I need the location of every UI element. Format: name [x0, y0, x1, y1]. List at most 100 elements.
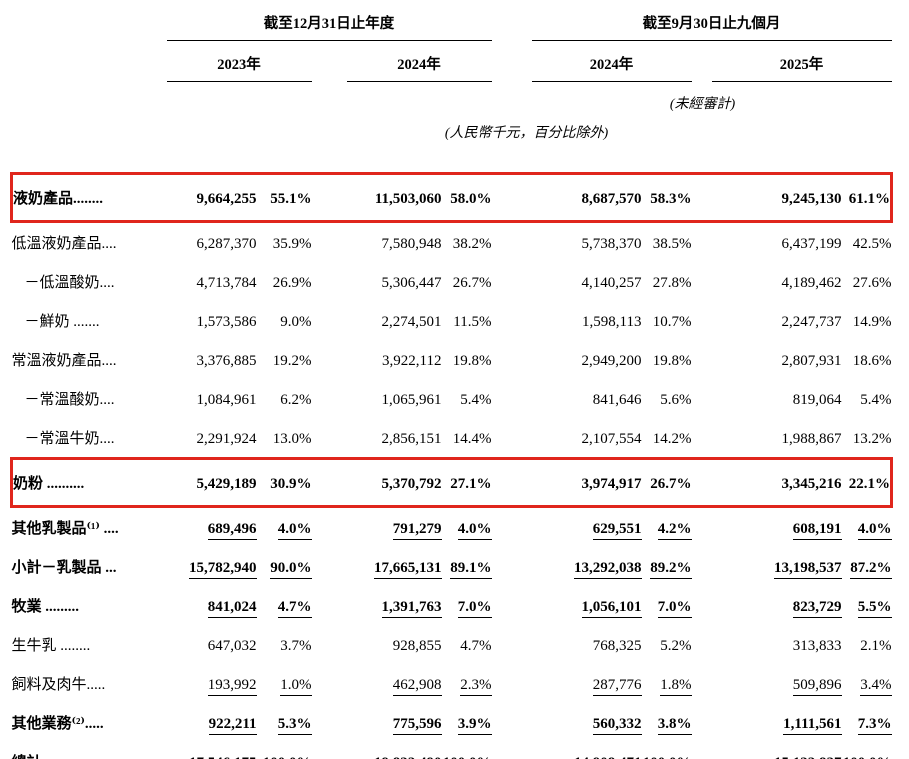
cell-value: 509,896 — [692, 664, 842, 703]
cell-value: 1,598,113 — [492, 301, 641, 340]
cell-value: 9,245,130 — [691, 172, 842, 223]
cell-value: 2,291,924 — [162, 418, 257, 459]
cell-value: 775,596 — [312, 703, 442, 742]
cell-text: 26.9% — [272, 275, 312, 291]
table-row: 牧業 ......... 841,024 4.7% 1,391,763 7.0%… — [12, 586, 892, 625]
cell-text: 3.4% — [860, 677, 892, 696]
header-spacer — [12, 12, 162, 41]
cell-text: 26.7% — [452, 275, 492, 291]
cell-text: 287,776 — [592, 677, 642, 696]
cell-percent: 4.2% — [642, 507, 692, 548]
cell-text: 4.2% — [657, 521, 692, 540]
cell-text: 5,306,447 — [381, 275, 442, 291]
cell-percent: 38.5% — [642, 222, 692, 263]
cell-percent: 5.3% — [257, 703, 312, 742]
cell-value: 11,503,060 — [311, 172, 442, 223]
cell-percent: 10.7% — [642, 301, 692, 340]
cell-percent: 14.2% — [642, 418, 692, 459]
cell-percent: 4.7% — [442, 625, 492, 664]
cell-value: 15,782,940 — [162, 547, 257, 586]
cell-text: 4.7% — [460, 638, 492, 654]
cell-text: 647,032 — [207, 638, 257, 654]
cell-percent: 26.9% — [257, 262, 312, 301]
cell-value: 823,729 — [692, 586, 842, 625]
cell-value: 1,111,561 — [692, 703, 842, 742]
cell-text: 819,064 — [792, 392, 842, 408]
cell-percent: 26.7% — [641, 457, 692, 508]
cell-value: 922,211 — [162, 703, 257, 742]
cell-text: 89.1% — [450, 560, 492, 579]
cell-text: 9,664,255 — [196, 191, 257, 207]
row-label: －鮮奶 ....... — [24, 314, 100, 330]
period-group-nine-months: 截至9月30日止九個月 — [492, 12, 892, 41]
col-year-2025: 2025年 — [692, 41, 892, 82]
cell-text: 4.0% — [277, 521, 312, 540]
cell-text: 19,832,490 — [374, 755, 442, 759]
cell-text: 100.0% — [442, 755, 492, 759]
cell-percent: 19.8% — [642, 340, 692, 379]
cell-text: 15,782,940 — [189, 560, 257, 579]
cell-text: 3,376,885 — [196, 353, 257, 369]
cell-value: 608,191 — [692, 507, 842, 548]
cell-value: 1,988,867 — [692, 418, 842, 459]
cell-text: 4.0% — [857, 521, 892, 540]
row-label: －常溫酸奶.... — [24, 392, 115, 408]
period-group-nine-months-label: 截至9月30日止九個月 — [531, 12, 892, 41]
cell-percent: 87.2% — [842, 547, 892, 586]
cell-percent: 5.4% — [442, 379, 491, 418]
cell-percent: 100.0% — [442, 742, 492, 759]
cell-text: 11,503,060 — [374, 191, 442, 207]
cell-value: 5,738,370 — [492, 222, 642, 263]
cell-percent: 19.8% — [442, 340, 492, 379]
cell-percent: 3.8% — [642, 703, 692, 742]
cell-text: 5,429,189 — [196, 476, 257, 492]
cell-value: 841,024 — [162, 586, 257, 625]
cell-text: 14.4% — [452, 431, 492, 447]
cell-text: 5,370,792 — [381, 476, 442, 492]
row-label: 常溫液奶產品.... — [11, 353, 117, 369]
cell-text: 13,198,537 — [774, 560, 842, 579]
cell-text: 608,191 — [792, 521, 842, 540]
cell-percent: 6.2% — [257, 379, 311, 418]
cell-value: 1,391,763 — [312, 586, 442, 625]
cell-text: 4,189,462 — [781, 275, 842, 291]
cell-text: 3.8% — [657, 716, 692, 735]
cell-percent: 90.0% — [257, 547, 312, 586]
cell-text: 100.0% — [262, 755, 312, 759]
cell-value: 4,713,784 — [162, 262, 257, 301]
cell-value: 13,198,537 — [692, 547, 842, 586]
cell-percent: 7.0% — [642, 586, 692, 625]
header-spacer — [162, 82, 492, 113]
cell-percent: 4.0% — [442, 507, 492, 548]
cell-text: 61.1% — [848, 191, 890, 207]
cell-percent: 5.6% — [642, 379, 691, 418]
table-row-highlighted: 奶粉 .......... 5,429,189 30.9% 5,370,792 … — [10, 457, 893, 508]
cell-percent: 19.2% — [257, 340, 312, 379]
cell-text: 4.0% — [457, 521, 492, 540]
cell-text: 14.9% — [852, 314, 892, 330]
cell-text: 1,111,561 — [783, 716, 842, 735]
row-label: 牧業 ......... — [11, 599, 80, 615]
cell-text: 3,922,112 — [382, 353, 442, 369]
cell-value: 768,325 — [492, 625, 642, 664]
row-label: 生牛乳 ........ — [11, 638, 91, 654]
cell-value: 17,665,131 — [312, 547, 442, 586]
cell-percent: 11.5% — [442, 301, 491, 340]
cell-text: 58.0% — [450, 191, 492, 207]
header-spacer — [12, 113, 162, 174]
cell-text: 4.7% — [277, 599, 312, 618]
cell-value: 5,370,792 — [311, 457, 442, 508]
row-label: －常溫牛奶.... — [24, 431, 115, 447]
cell-value: 6,437,199 — [692, 222, 842, 263]
cell-value: 3,974,917 — [491, 457, 642, 508]
cell-value: 462,908 — [312, 664, 442, 703]
header-spacer — [12, 41, 162, 82]
cell-value: 5,429,189 — [161, 457, 257, 508]
cell-percent: 7.0% — [442, 586, 492, 625]
cell-text: 5.2% — [660, 638, 692, 654]
cell-percent: 5.2% — [642, 625, 692, 664]
cell-text: 768,325 — [592, 638, 642, 654]
cell-text: 9.0% — [280, 314, 312, 330]
cell-percent: 58.0% — [441, 172, 492, 223]
table-row-highlighted: 液奶產品........ 9,664,255 55.1% 11,503,060 … — [10, 172, 893, 223]
